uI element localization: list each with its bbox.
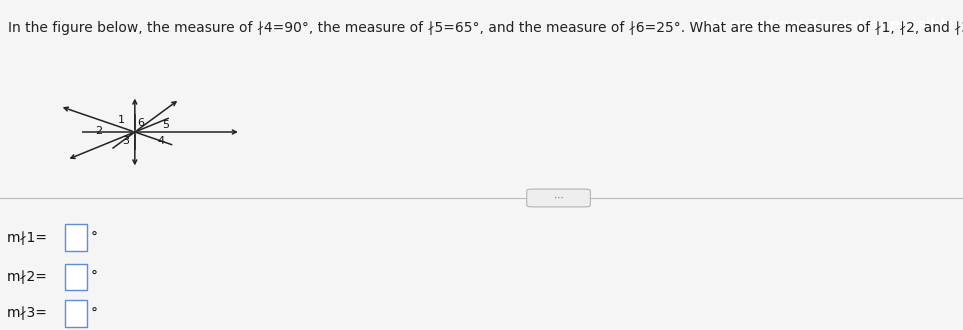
FancyBboxPatch shape xyxy=(527,189,590,207)
Text: °: ° xyxy=(91,231,97,245)
Text: m∤2=: m∤2= xyxy=(7,270,47,284)
Text: 2: 2 xyxy=(94,126,102,136)
Text: °: ° xyxy=(91,270,97,284)
Text: ⋯: ⋯ xyxy=(554,193,563,203)
Bar xyxy=(65,300,87,327)
Text: m∤1=: m∤1= xyxy=(7,231,48,245)
Text: This question: 3 point(s) possible: This question: 3 point(s) possible xyxy=(693,18,954,32)
Text: 6: 6 xyxy=(138,118,144,128)
Text: 1: 1 xyxy=(117,115,124,125)
Bar xyxy=(65,264,87,290)
Text: In the figure below, the measure of ∤4=90°, the measure of ∤5=65°, and the measu: In the figure below, the measure of ∤4=9… xyxy=(8,21,963,35)
Text: 3: 3 xyxy=(122,136,129,146)
Text: 4: 4 xyxy=(157,136,165,146)
Text: °: ° xyxy=(91,307,97,320)
Bar xyxy=(65,224,87,251)
Text: m∤3=: m∤3= xyxy=(7,307,47,320)
Text: 5: 5 xyxy=(163,120,169,130)
